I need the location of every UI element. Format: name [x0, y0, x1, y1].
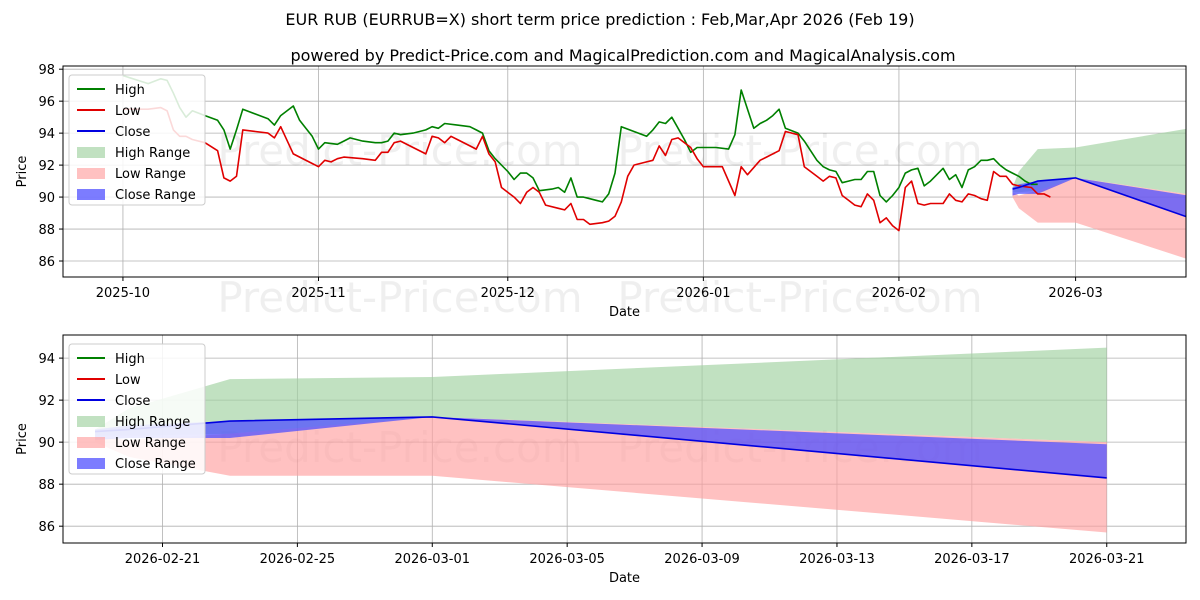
watermark-text: Predict-Price.com — [617, 273, 982, 322]
top-chart-panel: Predict-Price.com Predict-Price.com Predic… — [15, 63, 1187, 322]
y-tick-label: 88 — [38, 223, 55, 238]
x-tick-label: 2025-11 — [291, 286, 345, 301]
legend-label: Close — [115, 394, 150, 409]
x-tick-label: 2026-03-09 — [664, 552, 740, 567]
y-tick-label: 86 — [38, 520, 55, 535]
y-tick-label: 92 — [38, 394, 55, 409]
chart-title: EUR RUB (EURRUB=X) short term price pred… — [285, 10, 914, 29]
x-tick-label: 2026-01 — [676, 286, 730, 301]
x-tick-label: 2025-12 — [481, 286, 535, 301]
watermark-text: Predict-Price.com — [217, 273, 582, 322]
x-tick-label: 2026-02-25 — [260, 552, 336, 567]
y-tick-label: 86 — [38, 255, 55, 270]
legend-label: Low Range — [115, 436, 186, 451]
legend-patch-swatch — [77, 168, 105, 179]
y-axis-label: Price — [15, 423, 30, 455]
x-axis-label: Date — [609, 305, 640, 320]
x-tick-label: 2026-03-05 — [529, 552, 605, 567]
low-series-line — [122, 106, 1051, 232]
x-tick-label: 2026-03-13 — [799, 552, 875, 567]
x-tick-label: 2026-03-17 — [934, 552, 1010, 567]
axes-frame — [62, 334, 1187, 544]
legend-label: High Range — [115, 146, 190, 161]
high-range-area — [1012, 128, 1186, 194]
chart-subtitle: powered by Predict-Price.com and Magical… — [290, 46, 955, 65]
y-tick-label: 90 — [38, 191, 55, 206]
x-tick-label: 2026-03-01 — [394, 552, 470, 567]
x-axis-label: Date — [609, 571, 640, 586]
legend-label: Close Range — [115, 188, 196, 203]
legend-label: High Range — [115, 415, 190, 430]
y-tick-label: 90 — [38, 436, 55, 451]
legend-label: Close — [115, 125, 150, 140]
legend-patch-swatch — [77, 437, 105, 448]
legend-label: High — [115, 83, 145, 98]
legend-patch-swatch — [77, 416, 105, 427]
x-tick-label: 2026-02-21 — [125, 552, 201, 567]
legend-label: Low Range — [115, 167, 186, 182]
legend-patch-swatch — [77, 189, 105, 200]
high-series-line — [122, 74, 1038, 203]
legend-label: Low — [115, 104, 141, 119]
bottom-chart-panel: Predict-Price.comPredict-Price.com868890… — [15, 334, 1187, 586]
legend-patch-swatch — [77, 147, 105, 158]
y-tick-label: 92 — [38, 159, 55, 174]
legend-label: Low — [115, 373, 141, 388]
x-tick-label: 2026-02 — [872, 286, 926, 301]
x-tick-label: 2025-10 — [96, 286, 150, 301]
legend: High Low Close High Range Low Range Close Ran… — [68, 74, 206, 206]
y-tick-label: 88 — [38, 478, 55, 493]
watermark-group: Predict-Price.com Predict-Price.com Predic… — [217, 126, 982, 322]
watermark-text: Predict-Price.com — [217, 126, 582, 175]
legend-patch-swatch — [77, 458, 105, 469]
close-series-line — [1012, 177, 1186, 218]
y-tick-label: 94 — [38, 352, 55, 367]
x-tick-label: 2026-03-21 — [1069, 552, 1145, 567]
axes-frame — [62, 65, 1187, 278]
y-tick-label: 94 — [38, 127, 55, 142]
legend-label: Close Range — [115, 457, 196, 472]
y-tick-label: 98 — [38, 63, 55, 78]
y-tick-label: 96 — [38, 95, 55, 110]
x-tick-label: 2026-03 — [1048, 286, 1102, 301]
legend: High Low Close High Range Low Range Close Ran… — [68, 343, 206, 475]
watermark-text: Predict-Price.com — [617, 126, 982, 175]
legend-label: High — [115, 352, 145, 367]
y-axis-label: Price — [15, 156, 30, 188]
